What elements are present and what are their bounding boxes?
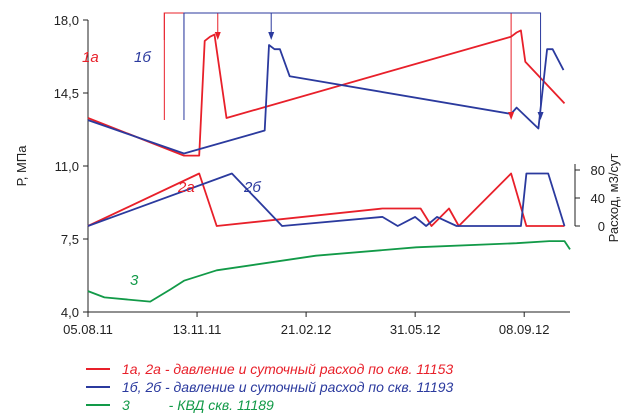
legend-swatch-blue <box>86 386 110 388</box>
y-right-tick-label: 80 <box>591 163 605 178</box>
arrow-head <box>214 32 221 40</box>
series-label-p_11193: 1б <box>134 49 151 66</box>
arrow-head <box>268 32 275 40</box>
series-label-kvd_11189: 3 <box>130 272 139 289</box>
series-line-p_11153 <box>87 29 566 157</box>
x-tick-label: 21.02.12 <box>281 322 332 337</box>
x-tick-label: 31.05.12 <box>390 322 441 337</box>
y-left-axis-label: Р, МПа <box>14 145 29 187</box>
legend-label-11193: 1б, 2б - давление и суточный расход по с… <box>122 379 454 395</box>
arrow-line <box>183 12 272 40</box>
arrow-line <box>183 12 542 120</box>
y-right-axis-label: Расход, м3/сут <box>606 154 621 243</box>
y-right-tick-label: 0 <box>598 219 605 234</box>
series-label-q_11193: 2б <box>243 179 261 196</box>
x-tick-label: 05.08.11 <box>63 322 113 337</box>
x-tick-label: 13.11.11 <box>173 322 222 337</box>
series-line-q_11153 <box>87 172 565 227</box>
legend-item-11189: 3 - КВД скв. 11189 <box>86 396 453 414</box>
arrow-head <box>508 112 515 120</box>
series-line-kvd_11189 <box>87 240 571 303</box>
series-line-q_11193 <box>87 172 566 227</box>
arrow-line <box>163 12 512 120</box>
legend-swatch-red <box>86 368 110 370</box>
legend-label-11153: 1а, 2а - давление и суточный расход по с… <box>122 361 454 377</box>
arrow-head <box>537 112 544 120</box>
series-label-q_11153: 2а <box>177 179 195 196</box>
legend-item-11193: 1б, 2б - давление и суточный расход по с… <box>86 378 453 396</box>
x-tick-label: 08.09.12 <box>499 322 550 337</box>
series-group <box>87 12 571 303</box>
legend-label-11189: 3 - КВД скв. 11189 <box>122 397 274 413</box>
y-left-tick-label: 7,5 <box>61 232 79 247</box>
y-right-tick-label: 40 <box>591 191 605 206</box>
y-left-tick-label: 18,0 <box>54 13 79 28</box>
series-label-p_11153: 1а <box>82 49 99 66</box>
legend: 1а, 2а - давление и суточный расход по с… <box>86 360 453 414</box>
axes-group: 4,0 7,5 11,0 14,5 18,0 05.08.11 13.11.11 21.02.… <box>14 13 621 337</box>
y-left-tick-label: 4,0 <box>61 305 79 320</box>
y-left-tick-label: 11,0 <box>55 159 79 174</box>
legend-swatch-green <box>86 404 110 406</box>
series-line-p_11193 <box>87 44 565 155</box>
series-labels-group: 1а 1б 2а 2б 3 <box>82 49 261 289</box>
legend-item-11153: 1а, 2а - давление и суточный расход по с… <box>86 360 453 378</box>
y-left-tick-label: 14,5 <box>54 86 79 101</box>
